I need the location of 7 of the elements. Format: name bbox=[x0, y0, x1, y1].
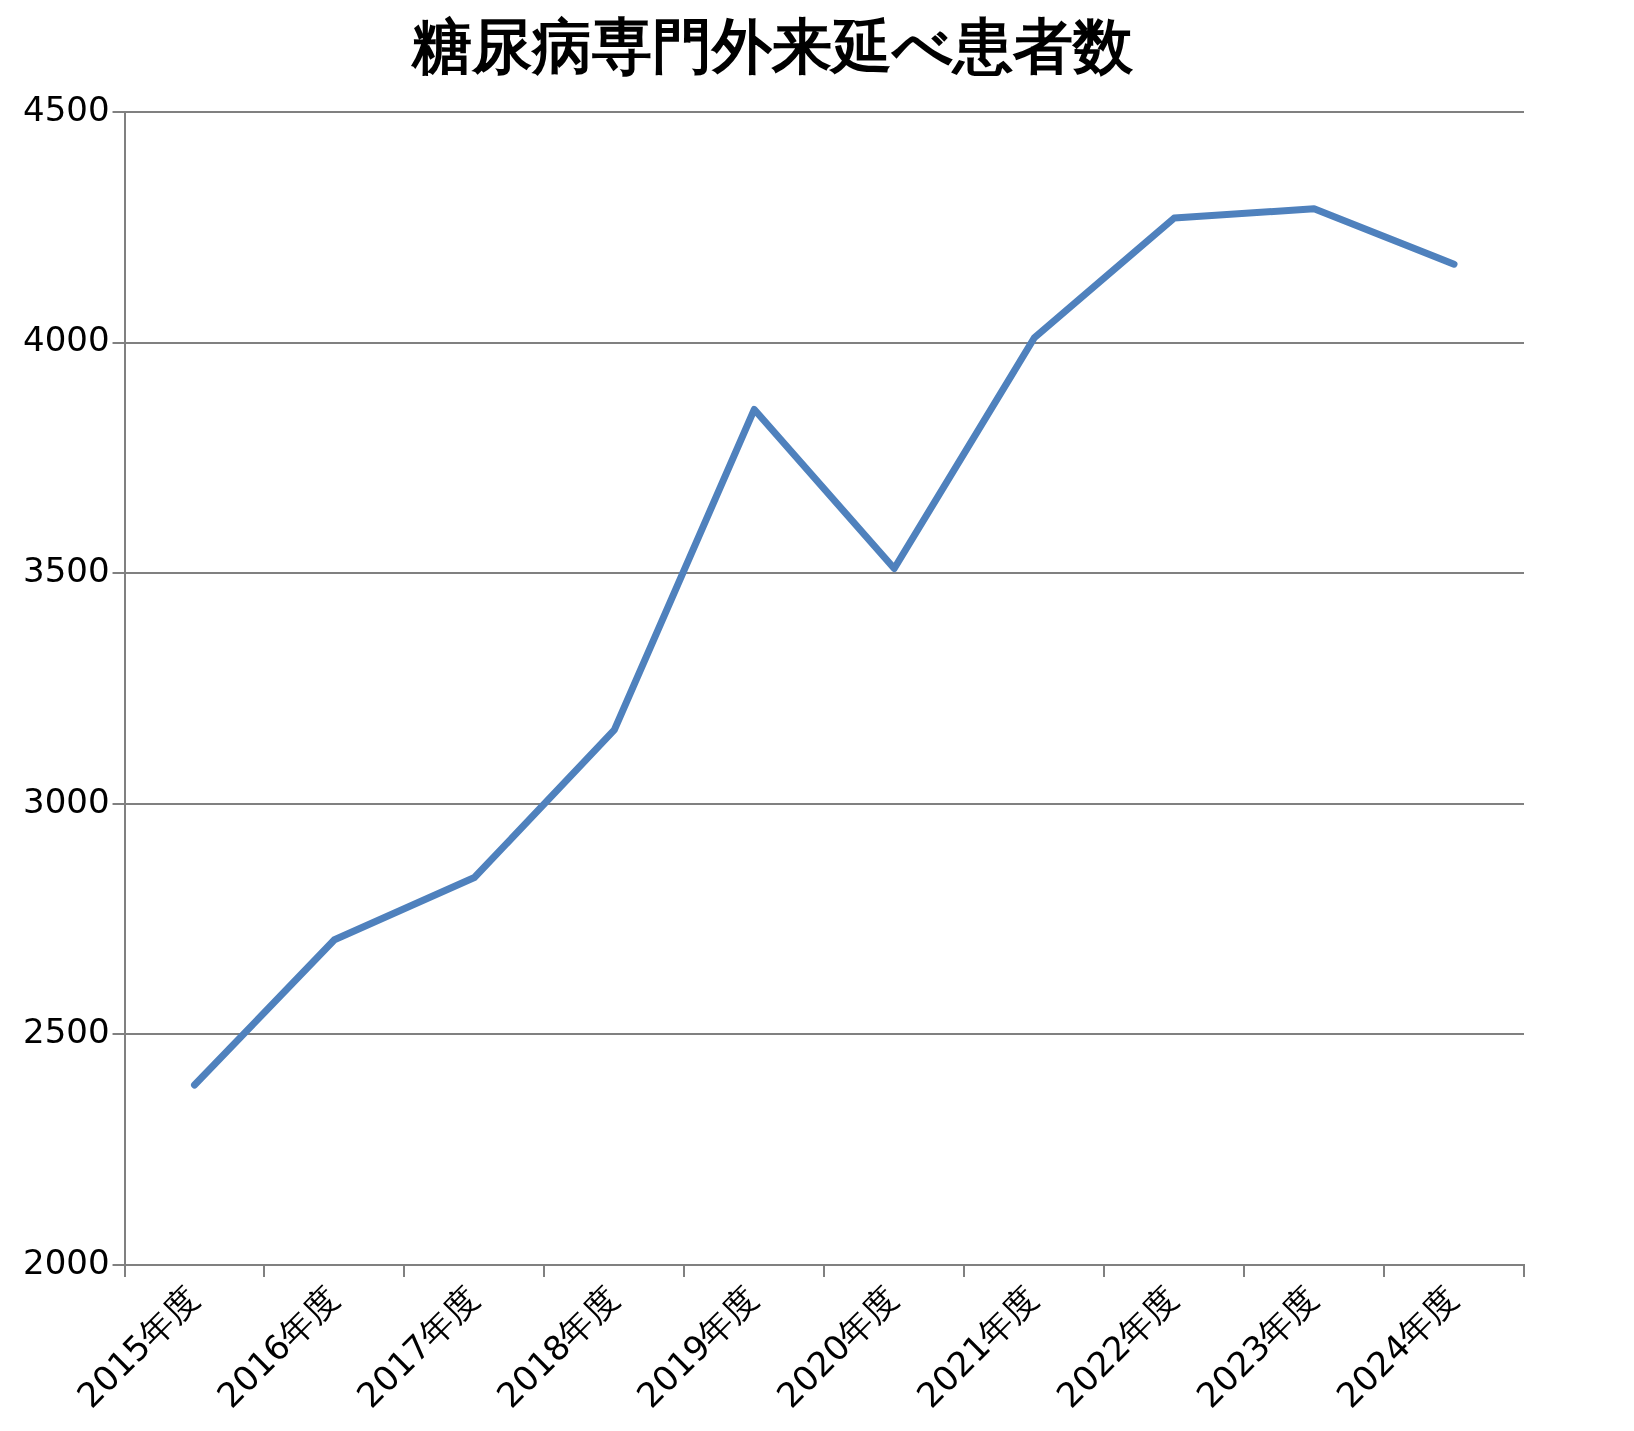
y-tick-label: 2500 bbox=[23, 1011, 110, 1052]
y-tick-label: 4500 bbox=[23, 88, 110, 129]
y-tick-label: 4000 bbox=[23, 319, 110, 360]
y-tick-label: 3500 bbox=[23, 549, 110, 590]
y-tick-label: 3000 bbox=[23, 780, 110, 821]
y-tick-label: 2000 bbox=[23, 1241, 110, 1282]
chart-title: 糖尿病専門外来延べ患者数 bbox=[409, 10, 1134, 81]
